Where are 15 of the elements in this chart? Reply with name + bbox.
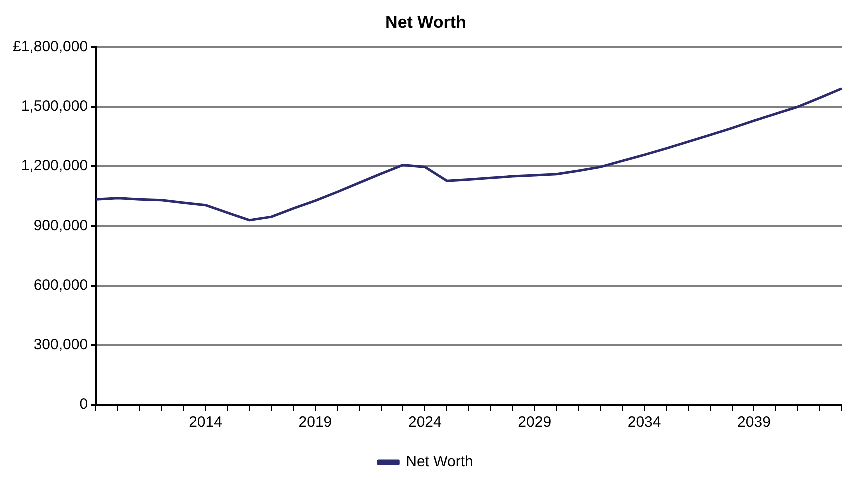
y-tick-label: 1,200,000 bbox=[21, 158, 88, 175]
x-tick-label: 2024 bbox=[408, 414, 442, 432]
y-tick-label: 900,000 bbox=[34, 217, 88, 234]
x-tick-label: 2039 bbox=[738, 414, 771, 432]
y-tick-label: 300,000 bbox=[34, 336, 88, 354]
x-tick-label: 2019 bbox=[298, 414, 332, 432]
y-tick-label: £1,800,000 bbox=[12, 38, 88, 56]
legend-label: Net Worth bbox=[406, 454, 474, 471]
y-tick-label: 0 bbox=[80, 396, 88, 414]
x-tick-label: 2029 bbox=[518, 414, 552, 432]
chart-title: Net Worth bbox=[386, 12, 466, 32]
y-tick-label: 600,000 bbox=[34, 276, 88, 294]
x-tick-label: 2034 bbox=[628, 414, 662, 432]
y-tick-label: 1,500,000 bbox=[21, 98, 88, 116]
x-tick-label: 2014 bbox=[189, 414, 222, 432]
